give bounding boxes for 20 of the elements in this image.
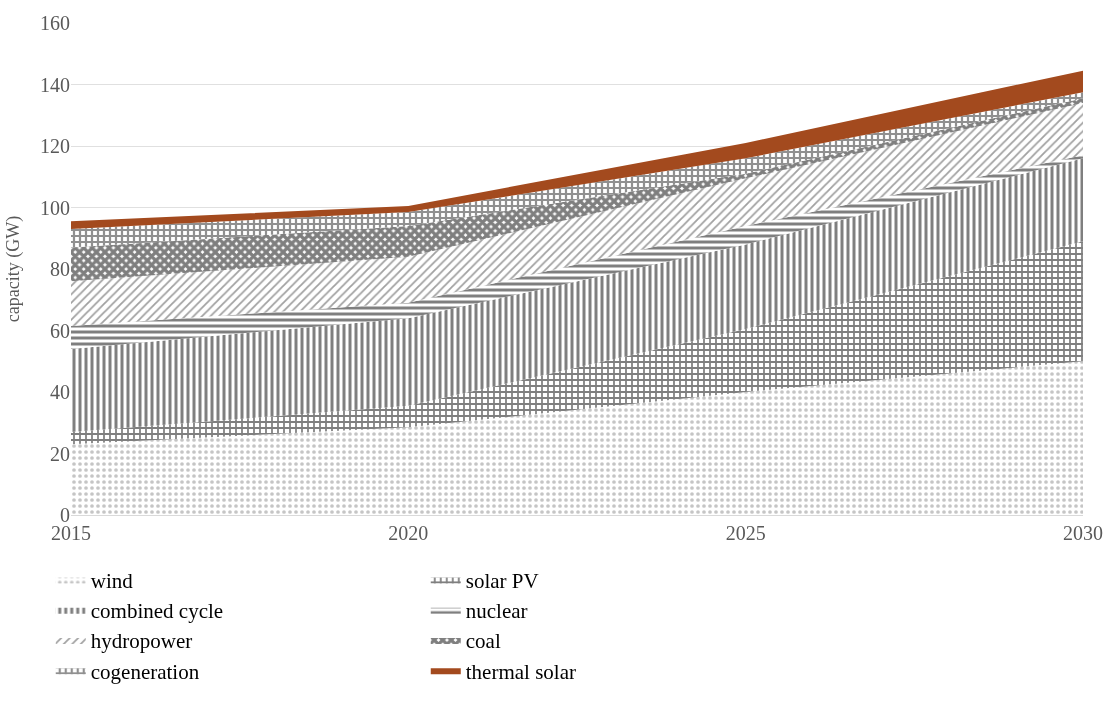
x-tick-label: 2025 xyxy=(725,522,766,544)
y-tick-label: 100 xyxy=(40,196,70,219)
y-tick-label: 40 xyxy=(50,381,70,403)
y-tick-label: 160 xyxy=(40,12,70,34)
y-tick-label: 80 xyxy=(50,258,70,280)
x-tick-label: 2030 xyxy=(1063,522,1103,544)
y-tick-label: 140 xyxy=(40,73,70,96)
x-tick-label: 2020 xyxy=(388,522,429,544)
legend-label: nuclear xyxy=(465,598,528,623)
legend-label: hydropower xyxy=(90,629,193,654)
legend-label: combined cycle xyxy=(90,598,224,623)
y-axis-title: capacity (GW) xyxy=(3,215,25,323)
y-tick-label: 20 xyxy=(50,442,70,465)
legend-label: wind xyxy=(90,568,134,593)
legend-label: solar PV xyxy=(465,568,539,593)
legend-label: thermal solar xyxy=(465,659,576,684)
legend-label: coal xyxy=(465,629,501,654)
y-tick-label: 120 xyxy=(40,135,70,157)
legend-label: cogeneration xyxy=(90,659,200,684)
y-tick-label: 60 xyxy=(50,319,70,342)
